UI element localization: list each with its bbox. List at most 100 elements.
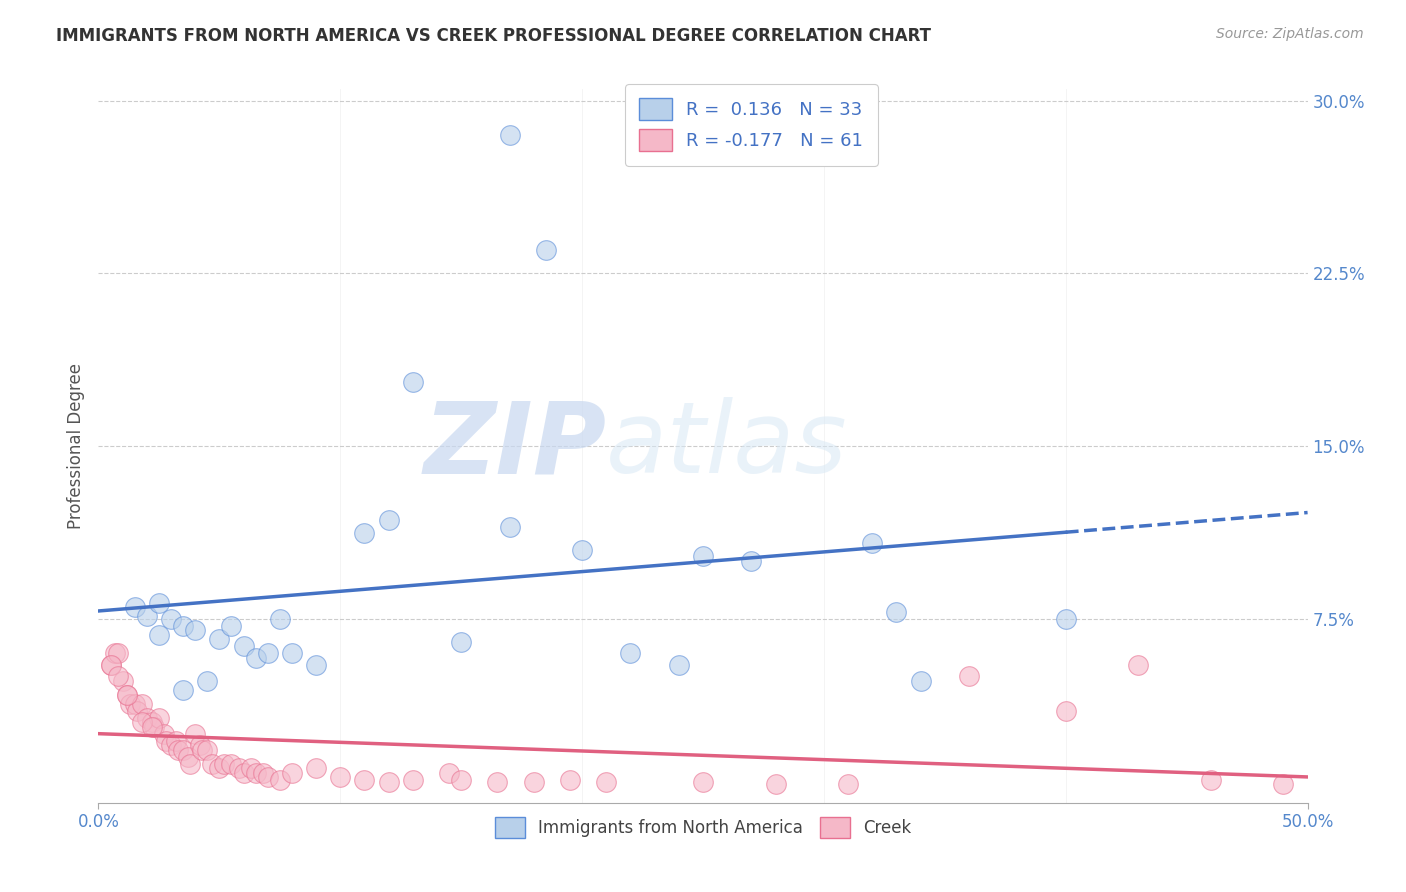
Point xyxy=(212,756,235,771)
Point xyxy=(1054,704,1077,718)
Point xyxy=(221,618,243,632)
Point xyxy=(402,375,425,389)
Point xyxy=(269,612,291,626)
Point xyxy=(668,657,690,672)
Point xyxy=(228,761,250,775)
Point xyxy=(329,771,352,785)
Point xyxy=(1199,772,1222,787)
Point xyxy=(256,771,278,785)
Point xyxy=(160,738,183,752)
Point xyxy=(148,628,170,642)
Point xyxy=(148,595,170,609)
Point xyxy=(117,688,139,702)
Point xyxy=(402,772,425,787)
Legend: Immigrants from North America, Creek: Immigrants from North America, Creek xyxy=(488,811,918,845)
Point xyxy=(239,761,262,775)
Point xyxy=(208,761,231,775)
Point xyxy=(107,669,129,683)
Point xyxy=(195,743,218,757)
Point xyxy=(534,244,557,258)
Point xyxy=(957,669,980,683)
Point xyxy=(118,697,141,711)
Point xyxy=(104,646,127,660)
Point xyxy=(245,650,267,665)
Y-axis label: Professional Degree: Professional Degree xyxy=(66,363,84,529)
Point xyxy=(886,605,908,619)
Point xyxy=(177,749,200,764)
Point xyxy=(269,772,291,787)
Point xyxy=(740,554,762,568)
Point xyxy=(498,519,520,533)
Point xyxy=(135,609,157,624)
Point xyxy=(208,632,231,647)
Point xyxy=(837,777,859,791)
Point xyxy=(179,756,201,771)
Point xyxy=(172,683,194,698)
Point xyxy=(281,765,304,780)
Point xyxy=(141,715,163,730)
Point xyxy=(437,765,460,780)
Point xyxy=(221,756,243,771)
Point xyxy=(281,646,304,660)
Point xyxy=(172,743,194,757)
Point xyxy=(124,600,146,615)
Point xyxy=(184,727,207,741)
Point xyxy=(160,612,183,626)
Point xyxy=(256,646,278,660)
Point xyxy=(184,623,207,637)
Point xyxy=(450,772,472,787)
Text: ZIP: ZIP xyxy=(423,398,606,494)
Point xyxy=(135,711,157,725)
Point xyxy=(377,513,399,527)
Point xyxy=(595,775,617,789)
Point xyxy=(191,743,214,757)
Point xyxy=(131,715,153,730)
Point xyxy=(232,765,254,780)
Point xyxy=(201,756,224,771)
Point xyxy=(353,526,375,541)
Point xyxy=(498,128,520,143)
Point xyxy=(692,775,714,789)
Point xyxy=(107,646,129,660)
Point xyxy=(100,657,122,672)
Point xyxy=(450,634,472,648)
Point xyxy=(1272,777,1295,791)
Point xyxy=(117,688,139,702)
Point xyxy=(619,646,641,660)
Point xyxy=(195,673,218,688)
Point xyxy=(124,697,146,711)
Point xyxy=(692,549,714,564)
Point xyxy=(1128,657,1150,672)
Point xyxy=(148,711,170,725)
Point xyxy=(232,640,254,654)
Point xyxy=(860,535,883,549)
Point xyxy=(245,765,267,780)
Text: atlas: atlas xyxy=(606,398,848,494)
Point xyxy=(523,775,546,789)
Point xyxy=(486,775,509,789)
Point xyxy=(143,720,166,734)
Point xyxy=(141,720,163,734)
Point xyxy=(165,733,187,747)
Point xyxy=(111,673,134,688)
Point xyxy=(131,697,153,711)
Point xyxy=(377,775,399,789)
Point xyxy=(1054,612,1077,626)
Point xyxy=(100,657,122,672)
Point xyxy=(152,727,174,741)
Point xyxy=(353,772,375,787)
Point xyxy=(571,542,593,557)
Point xyxy=(252,765,274,780)
Point xyxy=(305,657,328,672)
Point xyxy=(558,772,581,787)
Text: IMMIGRANTS FROM NORTH AMERICA VS CREEK PROFESSIONAL DEGREE CORRELATION CHART: IMMIGRANTS FROM NORTH AMERICA VS CREEK P… xyxy=(56,27,931,45)
Point xyxy=(765,777,787,791)
Point xyxy=(172,618,194,632)
Text: Source: ZipAtlas.com: Source: ZipAtlas.com xyxy=(1216,27,1364,41)
Point xyxy=(167,743,190,757)
Point xyxy=(127,704,149,718)
Point xyxy=(155,733,177,747)
Point xyxy=(910,673,932,688)
Point xyxy=(188,738,211,752)
Point xyxy=(305,761,328,775)
